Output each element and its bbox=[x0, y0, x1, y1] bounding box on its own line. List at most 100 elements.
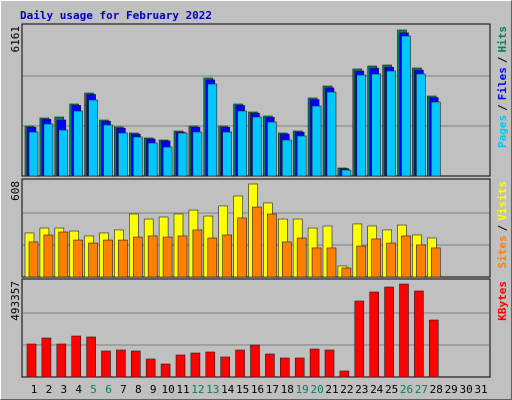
bar bbox=[386, 70, 396, 177]
x-tick-label: 18 bbox=[281, 383, 294, 396]
x-tick-label: 17 bbox=[266, 383, 279, 396]
x-tick-label: 7 bbox=[120, 383, 127, 396]
bar bbox=[118, 239, 128, 278]
bar bbox=[175, 354, 186, 378]
bar bbox=[294, 357, 305, 378]
bar bbox=[177, 132, 188, 177]
bar bbox=[235, 349, 245, 378]
bar bbox=[192, 131, 203, 177]
bar bbox=[265, 353, 275, 378]
legend-entry: Pages bbox=[496, 115, 509, 148]
bar bbox=[296, 237, 307, 278]
x-tick-label: 9 bbox=[150, 383, 157, 396]
x-tick-label: 30 bbox=[459, 383, 472, 396]
bar bbox=[416, 73, 426, 177]
bar bbox=[103, 239, 113, 278]
bar bbox=[73, 239, 83, 278]
legend-entry: Sites bbox=[496, 235, 509, 268]
bar bbox=[207, 83, 218, 177]
x-tick-label: 10 bbox=[161, 383, 174, 396]
bar bbox=[41, 337, 52, 378]
legend-entry: Files bbox=[496, 67, 509, 100]
legend: Pages / Files / Hits bbox=[496, 26, 509, 148]
y-tick-label: 493357 bbox=[9, 281, 22, 321]
bar bbox=[207, 237, 218, 278]
x-tick-label: 22 bbox=[340, 383, 353, 396]
x-tick-label: 15 bbox=[236, 383, 249, 396]
bar bbox=[26, 343, 37, 378]
bar bbox=[281, 139, 292, 177]
bar bbox=[237, 110, 247, 177]
bar bbox=[339, 370, 350, 378]
bar bbox=[326, 247, 337, 278]
bar bbox=[279, 357, 290, 378]
bar bbox=[296, 135, 307, 177]
bar bbox=[88, 99, 98, 177]
legend: Sites / Visits bbox=[496, 181, 509, 269]
x-tick-label: 6 bbox=[105, 383, 112, 396]
bar bbox=[399, 283, 409, 378]
bar bbox=[341, 267, 352, 278]
legend-separator: / bbox=[496, 56, 509, 63]
bar bbox=[384, 286, 394, 378]
bar bbox=[371, 73, 382, 177]
legend-entry: KBytes bbox=[496, 281, 509, 321]
y-tick-label: 6161 bbox=[9, 26, 22, 53]
bar bbox=[267, 121, 277, 177]
x-tick-label: 1 bbox=[31, 383, 38, 396]
bar bbox=[401, 35, 411, 177]
bar bbox=[131, 350, 141, 378]
x-tick-label: 21 bbox=[325, 383, 338, 396]
bar bbox=[116, 349, 126, 378]
bar bbox=[341, 169, 352, 177]
bar bbox=[326, 91, 337, 177]
bar bbox=[28, 131, 39, 177]
x-tick-label: 13 bbox=[206, 383, 219, 396]
bar bbox=[133, 236, 143, 278]
bar bbox=[371, 238, 382, 278]
y-tick-label: 608 bbox=[9, 181, 22, 201]
x-tick-label: 20 bbox=[310, 383, 323, 396]
legend-entry: Visits bbox=[496, 181, 509, 221]
legend: KBytes bbox=[496, 281, 509, 321]
x-tick-label: 16 bbox=[251, 383, 264, 396]
x-tick-label: 26 bbox=[400, 383, 413, 396]
x-tick-label: 28 bbox=[430, 383, 443, 396]
bar bbox=[58, 231, 69, 278]
bar bbox=[324, 349, 335, 378]
x-tick-label: 29 bbox=[445, 383, 458, 396]
bar bbox=[73, 110, 83, 177]
bar bbox=[101, 350, 111, 378]
bar bbox=[311, 247, 322, 278]
x-tick-label: 14 bbox=[221, 383, 235, 396]
bar bbox=[354, 300, 365, 378]
bar bbox=[162, 236, 173, 278]
bar bbox=[86, 336, 96, 378]
x-tick-label: 5 bbox=[90, 383, 97, 396]
bar bbox=[250, 344, 260, 378]
bar bbox=[414, 290, 424, 378]
bar bbox=[28, 241, 39, 278]
bar bbox=[309, 348, 320, 378]
bar bbox=[192, 229, 203, 278]
bar bbox=[222, 234, 232, 278]
bar bbox=[401, 235, 411, 278]
x-tick-label: 4 bbox=[75, 383, 82, 396]
bar bbox=[43, 234, 54, 278]
bar bbox=[281, 241, 292, 278]
bar bbox=[205, 351, 216, 378]
bar bbox=[386, 242, 396, 278]
bar bbox=[369, 291, 380, 378]
bar bbox=[56, 343, 67, 378]
bar bbox=[162, 146, 173, 177]
x-tick-label: 11 bbox=[176, 383, 189, 396]
bar bbox=[58, 129, 69, 177]
bar bbox=[267, 213, 277, 278]
bar bbox=[252, 206, 262, 278]
bar bbox=[133, 136, 143, 177]
bar bbox=[222, 131, 232, 177]
bar bbox=[88, 242, 98, 278]
